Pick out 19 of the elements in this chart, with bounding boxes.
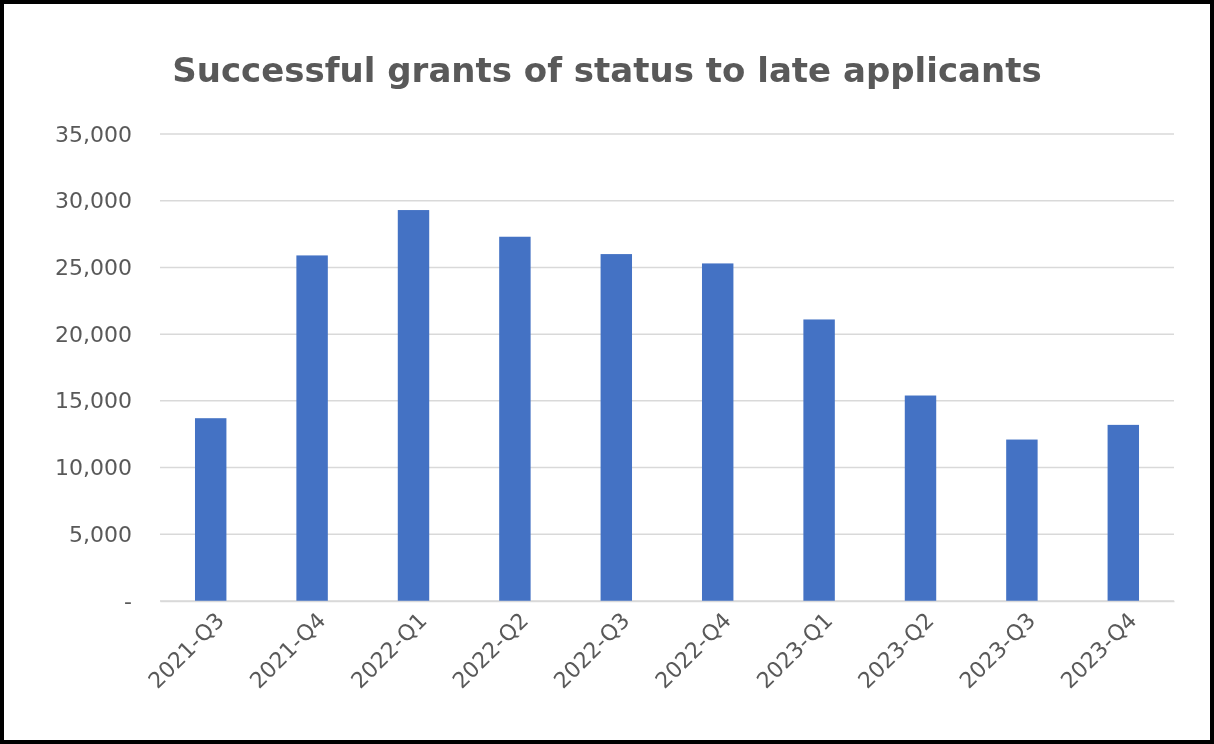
y-tick-label: 20,000 (55, 321, 132, 347)
bar (296, 255, 328, 601)
bar (600, 254, 633, 601)
y-tick-label: - (124, 588, 132, 614)
y-tick-label: 15,000 (55, 388, 132, 414)
bar (904, 395, 937, 601)
y-tick-label: 10,000 (55, 455, 132, 481)
y-tick-label: 30,000 (55, 188, 132, 214)
chart-title: Successful grants of status to late applicants (172, 50, 1042, 90)
bar (1107, 424, 1140, 601)
y-tick-label: 35,000 (55, 121, 132, 147)
bar (1006, 439, 1038, 601)
bar (397, 210, 430, 601)
bar (803, 319, 835, 601)
bar (499, 236, 531, 601)
y-tick-label: 25,000 (55, 254, 132, 280)
bar (701, 263, 734, 601)
bar (194, 418, 227, 601)
y-tick-label: 5,000 (69, 521, 132, 547)
